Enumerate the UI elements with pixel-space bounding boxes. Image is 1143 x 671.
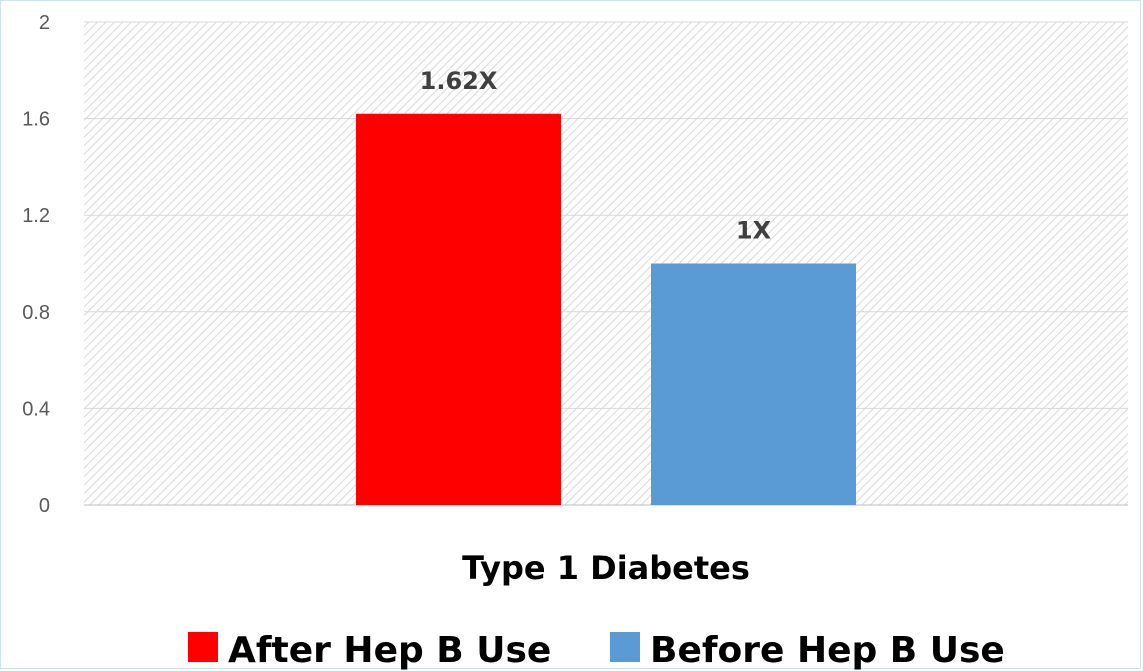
data-label: 1X <box>736 217 772 245</box>
y-tick-label: 0 <box>39 495 50 517</box>
y-tick-label: 0.8 <box>22 302 50 324</box>
gridlines <box>84 21 1128 506</box>
bar-series-1 <box>651 263 856 505</box>
y-tick-label: 1.2 <box>22 205 50 227</box>
data-label: 1.62X <box>420 67 498 95</box>
legend-swatch <box>188 632 218 662</box>
plot-area <box>84 22 1128 505</box>
bar-series-0 <box>356 113 561 506</box>
legend-swatch <box>610 632 640 662</box>
y-tick-label: 1.6 <box>22 109 50 131</box>
legend: After Hep B Use Before Hep B Use <box>188 630 1005 671</box>
category-label: Type 1 Diabetes <box>462 549 750 587</box>
y-axis: 0 0.4 0.8 1.2 1.6 2 <box>22 12 50 517</box>
legend-label: After Hep B Use <box>228 630 551 671</box>
legend-label: Before Hep B Use <box>650 630 1005 671</box>
bars <box>356 113 856 506</box>
y-tick-label: 0.4 <box>22 398 50 420</box>
data-labels: 1.62X 1X <box>420 67 772 245</box>
y-tick-label: 2 <box>39 12 50 34</box>
